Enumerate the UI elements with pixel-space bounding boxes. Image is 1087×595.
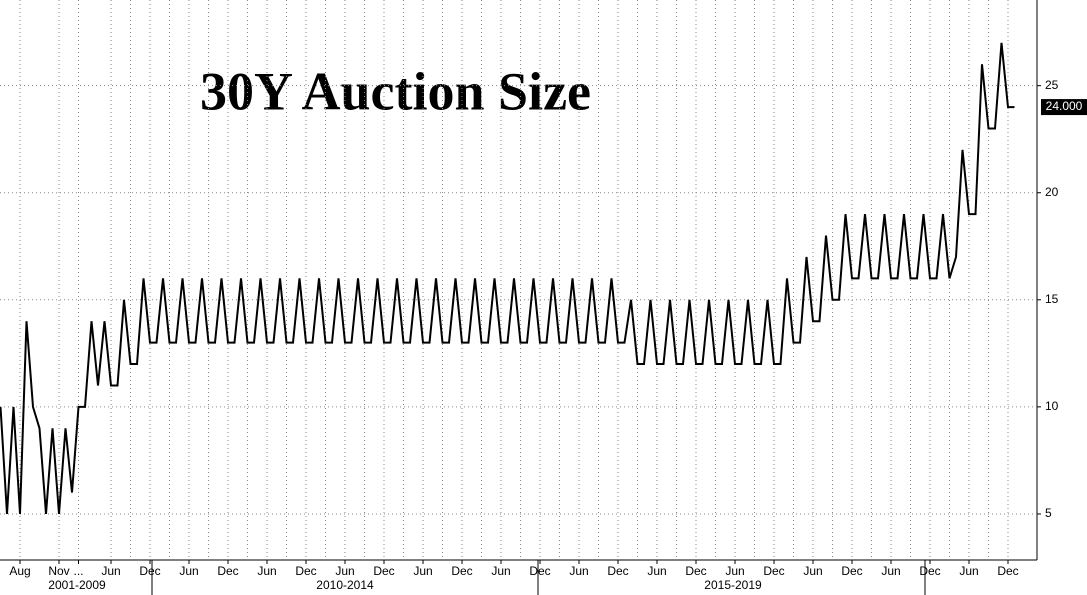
x-tick-label: Dec (217, 564, 238, 578)
last-value-box (1041, 99, 1087, 116)
y-tick-label: 10 (1045, 399, 1059, 413)
x-tick-label: Nov (48, 564, 69, 578)
y-tick-label: 15 (1045, 292, 1059, 306)
x-tick-label: Jun (101, 564, 120, 578)
x-tick-label: Jun (335, 564, 354, 578)
x-tick-label: Dec (841, 564, 862, 578)
x-tick-label: Jun (413, 564, 432, 578)
x-tick-label: Dec (295, 564, 316, 578)
period-label: 2010-2014 (316, 578, 374, 592)
x-tick-label: Dec (763, 564, 784, 578)
x-tick-label: ... (73, 564, 83, 578)
x-tick-label: Jun (257, 564, 276, 578)
x-tick-label: Jun (647, 564, 666, 578)
x-tick-label: Aug (9, 564, 30, 578)
x-tick-label: Dec (139, 564, 160, 578)
x-tick-label: Jun (725, 564, 744, 578)
chart-title: 30Y Auction Size (200, 61, 591, 121)
series-line (0, 42, 1015, 515)
x-tick-label: Dec (685, 564, 706, 578)
x-tick-label: Jun (881, 564, 900, 578)
x-tick-label: Dec (607, 564, 628, 578)
period-label: 2015-2019 (704, 578, 762, 592)
x-tick-label: Jun (491, 564, 510, 578)
period-label: 2001-2009 (48, 578, 106, 592)
x-tick-label: Jun (569, 564, 588, 578)
last-value-label: 24.000 (1046, 99, 1083, 113)
x-tick-label: Dec (373, 564, 394, 578)
x-tick-label: Dec (919, 564, 940, 578)
x-tick-label: Dec (997, 564, 1018, 578)
y-tick-label: 25 (1045, 78, 1059, 92)
x-tick-label: Dec (451, 564, 472, 578)
y-tick-label: 5 (1045, 506, 1052, 520)
x-tick-label: Jun (179, 564, 198, 578)
y-tick-label: 20 (1045, 185, 1059, 199)
x-tick-label: Jun (803, 564, 822, 578)
x-tick-label: Jun (959, 564, 978, 578)
x-tick-label: Dec (529, 564, 550, 578)
